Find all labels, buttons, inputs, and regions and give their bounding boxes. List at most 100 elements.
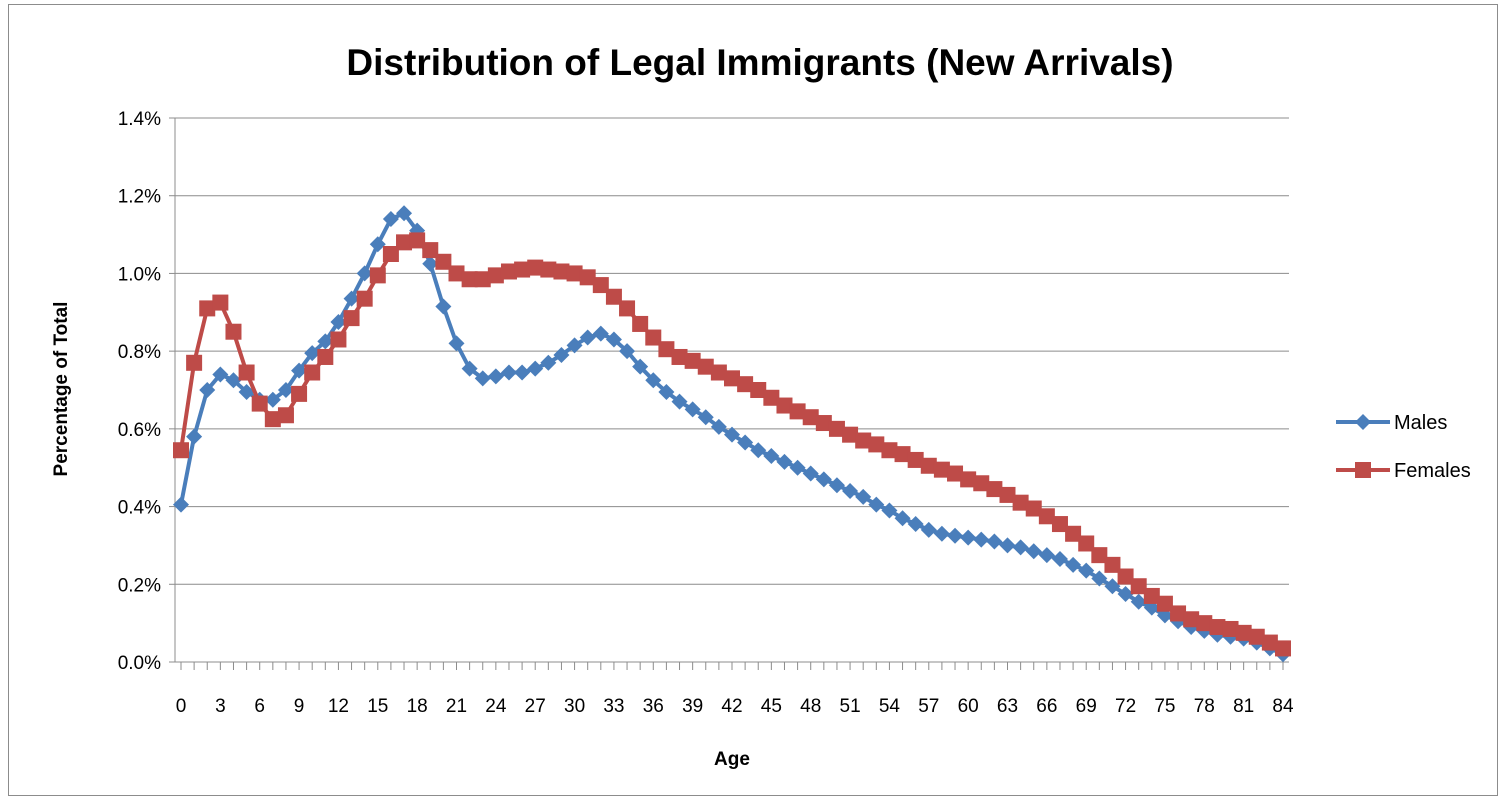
x-axis-title: Age (714, 749, 750, 770)
data-point (277, 382, 294, 398)
data-point (474, 271, 491, 288)
data-point (1078, 535, 1095, 552)
data-point (658, 341, 675, 358)
x-tick-label: 51 (840, 696, 861, 717)
data-point (225, 372, 242, 389)
data-point (461, 360, 478, 377)
data-point (396, 205, 413, 222)
x-tick-label: 78 (1194, 696, 1215, 717)
data-point (960, 529, 977, 546)
data-point (317, 333, 334, 350)
data-point (802, 409, 819, 426)
data-point (1130, 593, 1147, 610)
data-point (1275, 640, 1291, 657)
data-point (1196, 615, 1213, 632)
x-tick-label: 18 (407, 696, 428, 717)
data-point (881, 502, 898, 519)
data-point (947, 527, 964, 544)
data-point (1012, 539, 1029, 556)
data-point (514, 364, 531, 381)
data-point (737, 434, 754, 451)
data-point (173, 496, 189, 513)
data-point (1078, 562, 1095, 579)
y-tick-label: 0.2% (118, 575, 161, 596)
data-point (684, 401, 701, 418)
data-point (828, 420, 845, 437)
data-point (986, 533, 1003, 550)
data-point (238, 364, 255, 381)
x-tick-labels: 0 3 6 9 12 15 18 21 24 27 30 33 36 39 42 45 48 51 54 57 60 63… (176, 696, 1294, 717)
x-tick-label: 24 (485, 696, 507, 717)
data-point (855, 488, 872, 505)
data-point (973, 531, 990, 548)
data-point (619, 343, 636, 360)
data-point (264, 391, 281, 408)
data-point (566, 265, 583, 282)
legend: Males Females (1336, 412, 1471, 482)
y-tick-label: 0.6% (118, 420, 161, 441)
data-point (828, 477, 845, 494)
series-females (173, 232, 1291, 657)
data-point (960, 471, 977, 488)
data-point (540, 261, 557, 278)
x-tick-label: 45 (761, 696, 782, 717)
x-tick-label: 33 (603, 696, 624, 717)
y-tick-label: 0.4% (118, 498, 161, 519)
data-point (264, 411, 281, 428)
data-point (514, 261, 531, 278)
data-point (842, 426, 859, 443)
data-point (1051, 516, 1068, 533)
x-tick-label: 3 (215, 696, 226, 717)
data-point (697, 409, 714, 426)
data-point (382, 246, 399, 262)
data-point (737, 376, 754, 393)
data-point (986, 481, 1003, 498)
data-point (500, 263, 517, 280)
data-point (527, 259, 544, 276)
data-point (855, 432, 872, 449)
axes (169, 117, 1289, 670)
data-point (789, 403, 806, 420)
x-tick-label: 9 (294, 696, 305, 717)
data-point (448, 335, 465, 352)
data-point (461, 271, 478, 288)
data-point (619, 300, 636, 317)
data-point (697, 358, 714, 375)
data-point (173, 442, 189, 459)
data-point (789, 459, 806, 476)
data-point (1025, 543, 1042, 560)
data-point (907, 451, 924, 468)
data-point (435, 298, 452, 315)
data-point (579, 329, 596, 346)
x-tick-label: 0 (176, 696, 187, 717)
x-tick-label: 60 (958, 696, 979, 717)
x-tick-label: 42 (721, 696, 742, 717)
legend-item-males: Males (1336, 412, 1447, 434)
data-point (396, 234, 413, 251)
data-point (1104, 578, 1121, 595)
data-point (356, 290, 373, 307)
data-point (1248, 628, 1265, 645)
y-tick-label: 1.4% (118, 109, 161, 130)
data-point (291, 385, 308, 402)
data-point (710, 364, 727, 381)
x-tick-label: 30 (564, 696, 585, 717)
y-tick-label: 1.0% (118, 264, 161, 285)
data-point (658, 383, 675, 400)
chart-title: Distribution of Legal Immigrants (New Ar… (346, 42, 1173, 83)
data-point (999, 537, 1016, 554)
data-point (1143, 587, 1160, 604)
data-point (947, 465, 964, 482)
chart-canvas: Distribution of Legal Immigrants (New Ar… (51, 42, 1471, 770)
data-point (933, 461, 950, 478)
legend-marker (1355, 462, 1371, 478)
data-point (474, 370, 491, 387)
data-point (605, 331, 622, 348)
legend-label: Males (1394, 412, 1447, 434)
x-tick-label: 84 (1272, 696, 1294, 717)
data-point (238, 383, 255, 400)
data-point (277, 407, 294, 424)
data-point (1183, 611, 1200, 628)
data-point (999, 486, 1016, 503)
data-point (527, 360, 544, 377)
